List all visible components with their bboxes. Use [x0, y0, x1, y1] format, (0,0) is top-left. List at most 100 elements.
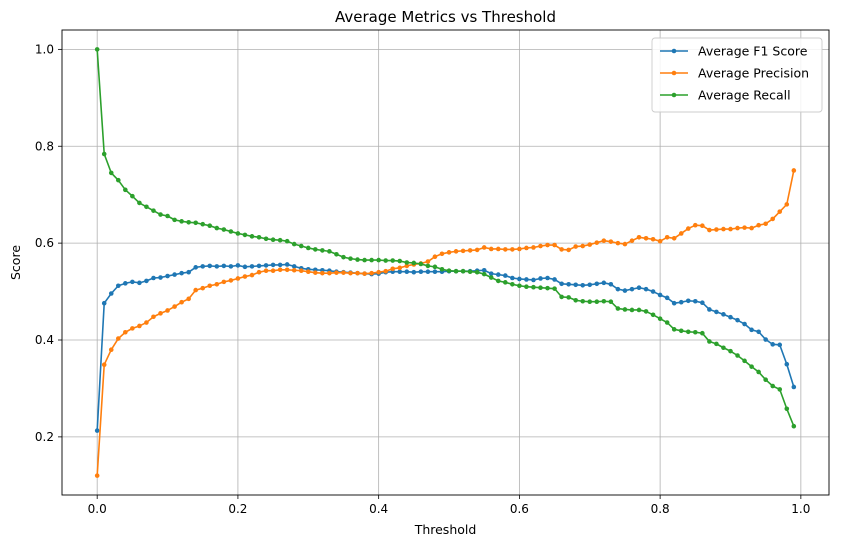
- data-point-average-recall: [678, 328, 684, 334]
- data-point-average-precision: [453, 249, 459, 254]
- data-point-average-recall: [355, 257, 360, 262]
- data-point-average-recall: [636, 307, 642, 313]
- data-point-average-precision: [594, 240, 600, 245]
- data-point-average-f1-score: [481, 267, 487, 273]
- data-point-average-f1-score: [144, 278, 149, 284]
- data-point-average-recall: [735, 353, 740, 358]
- data-point-average-recall: [531, 284, 536, 290]
- data-point-average-precision: [348, 270, 353, 276]
- data-point-average-f1-score: [277, 262, 283, 268]
- legend-marker-average-f1-score: [671, 48, 677, 54]
- data-point-average-recall: [214, 225, 220, 231]
- data-point-average-f1-score: [214, 264, 220, 269]
- data-point-average-precision: [742, 225, 747, 230]
- data-point-average-precision: [242, 274, 248, 279]
- data-point-average-precision: [207, 283, 213, 289]
- data-point-average-f1-score: [664, 295, 670, 301]
- data-point-average-recall: [221, 227, 227, 232]
- data-point-average-recall: [228, 229, 234, 234]
- data-point-average-precision: [538, 243, 543, 249]
- data-point-average-precision: [151, 314, 156, 320]
- series-average-recall: [94, 47, 797, 429]
- data-point-average-recall: [151, 208, 156, 213]
- data-point-average-recall: [784, 406, 790, 412]
- data-point-average-recall: [172, 217, 177, 223]
- data-point-average-recall: [327, 249, 332, 254]
- data-point-average-precision: [256, 269, 262, 275]
- data-point-average-precision: [566, 247, 571, 253]
- data-point-average-recall: [249, 234, 255, 239]
- data-point-average-recall: [320, 248, 325, 253]
- data-point-average-recall: [263, 236, 269, 242]
- plot-frame: [61, 29, 830, 496]
- data-point-average-f1-score: [749, 327, 754, 333]
- data-point-average-precision: [636, 235, 642, 240]
- data-point-average-recall: [453, 268, 459, 274]
- x-tick-label: 1.0: [791, 502, 810, 516]
- data-point-average-precision: [263, 268, 269, 274]
- data-point-average-recall: [559, 294, 564, 300]
- data-point-average-f1-score: [207, 263, 213, 269]
- data-point-average-precision: [531, 245, 536, 250]
- data-point-average-recall: [495, 278, 501, 284]
- data-point-average-precision: [495, 246, 501, 252]
- data-point-average-precision: [313, 270, 318, 275]
- data-point-average-precision: [524, 245, 529, 251]
- data-point-average-f1-score: [714, 309, 719, 315]
- data-point-average-recall: [383, 258, 388, 263]
- data-point-average-f1-score: [721, 312, 726, 317]
- data-point-average-recall: [608, 299, 614, 305]
- data-point-average-recall: [193, 220, 198, 226]
- data-point-average-f1-score: [510, 275, 515, 281]
- data-point-average-f1-score: [235, 263, 241, 268]
- data-point-average-recall: [291, 241, 297, 247]
- x-tick-label: 0.2: [228, 502, 247, 516]
- data-point-average-recall: [517, 283, 522, 289]
- data-point-average-precision: [552, 242, 557, 248]
- data-point-average-f1-score: [587, 282, 593, 288]
- data-point-average-recall: [756, 369, 761, 375]
- data-point-average-recall: [728, 348, 733, 354]
- data-point-average-precision: [728, 226, 733, 232]
- data-point-average-recall: [566, 295, 571, 300]
- legend-label-average-precision: Average Precision: [698, 66, 809, 81]
- data-point-average-precision: [144, 320, 149, 325]
- data-point-average-f1-score: [636, 285, 642, 290]
- data-point-average-precision: [601, 238, 607, 243]
- data-point-average-precision: [397, 265, 403, 271]
- data-point-average-recall: [432, 264, 438, 270]
- data-point-average-precision: [587, 242, 593, 247]
- data-point-average-f1-score: [742, 321, 747, 327]
- data-point-average-f1-score: [538, 276, 543, 281]
- data-point-average-precision: [559, 247, 564, 252]
- data-point-average-recall: [587, 299, 593, 305]
- data-point-average-precision: [446, 250, 452, 255]
- data-point-average-recall: [545, 285, 550, 291]
- data-point-average-recall: [418, 261, 424, 267]
- data-point-average-precision: [707, 227, 712, 233]
- data-point-average-f1-score: [685, 298, 691, 304]
- data-point-average-f1-score: [193, 265, 198, 270]
- data-point-average-recall: [397, 258, 403, 264]
- data-point-average-recall: [552, 286, 557, 291]
- data-point-average-precision: [390, 266, 396, 272]
- data-point-average-recall: [158, 212, 163, 217]
- data-point-average-recall: [115, 177, 121, 183]
- data-point-average-precision: [320, 270, 325, 276]
- data-point-average-recall: [749, 364, 754, 369]
- data-point-average-precision: [791, 168, 797, 173]
- data-point-average-precision: [784, 202, 790, 207]
- data-point-average-precision: [657, 238, 663, 244]
- data-point-average-recall: [348, 256, 353, 261]
- data-point-average-recall: [207, 223, 213, 228]
- data-point-average-f1-score: [763, 337, 768, 342]
- data-point-average-precision: [467, 248, 473, 253]
- data-point-average-recall: [742, 358, 747, 364]
- data-point-average-recall: [298, 243, 304, 249]
- data-point-average-precision: [108, 347, 114, 352]
- data-point-average-f1-score: [284, 262, 290, 267]
- data-point-average-precision: [334, 270, 339, 275]
- data-point-average-precision: [678, 231, 684, 236]
- y-tick-label: 1.0: [35, 42, 54, 56]
- data-point-average-f1-score: [249, 264, 255, 269]
